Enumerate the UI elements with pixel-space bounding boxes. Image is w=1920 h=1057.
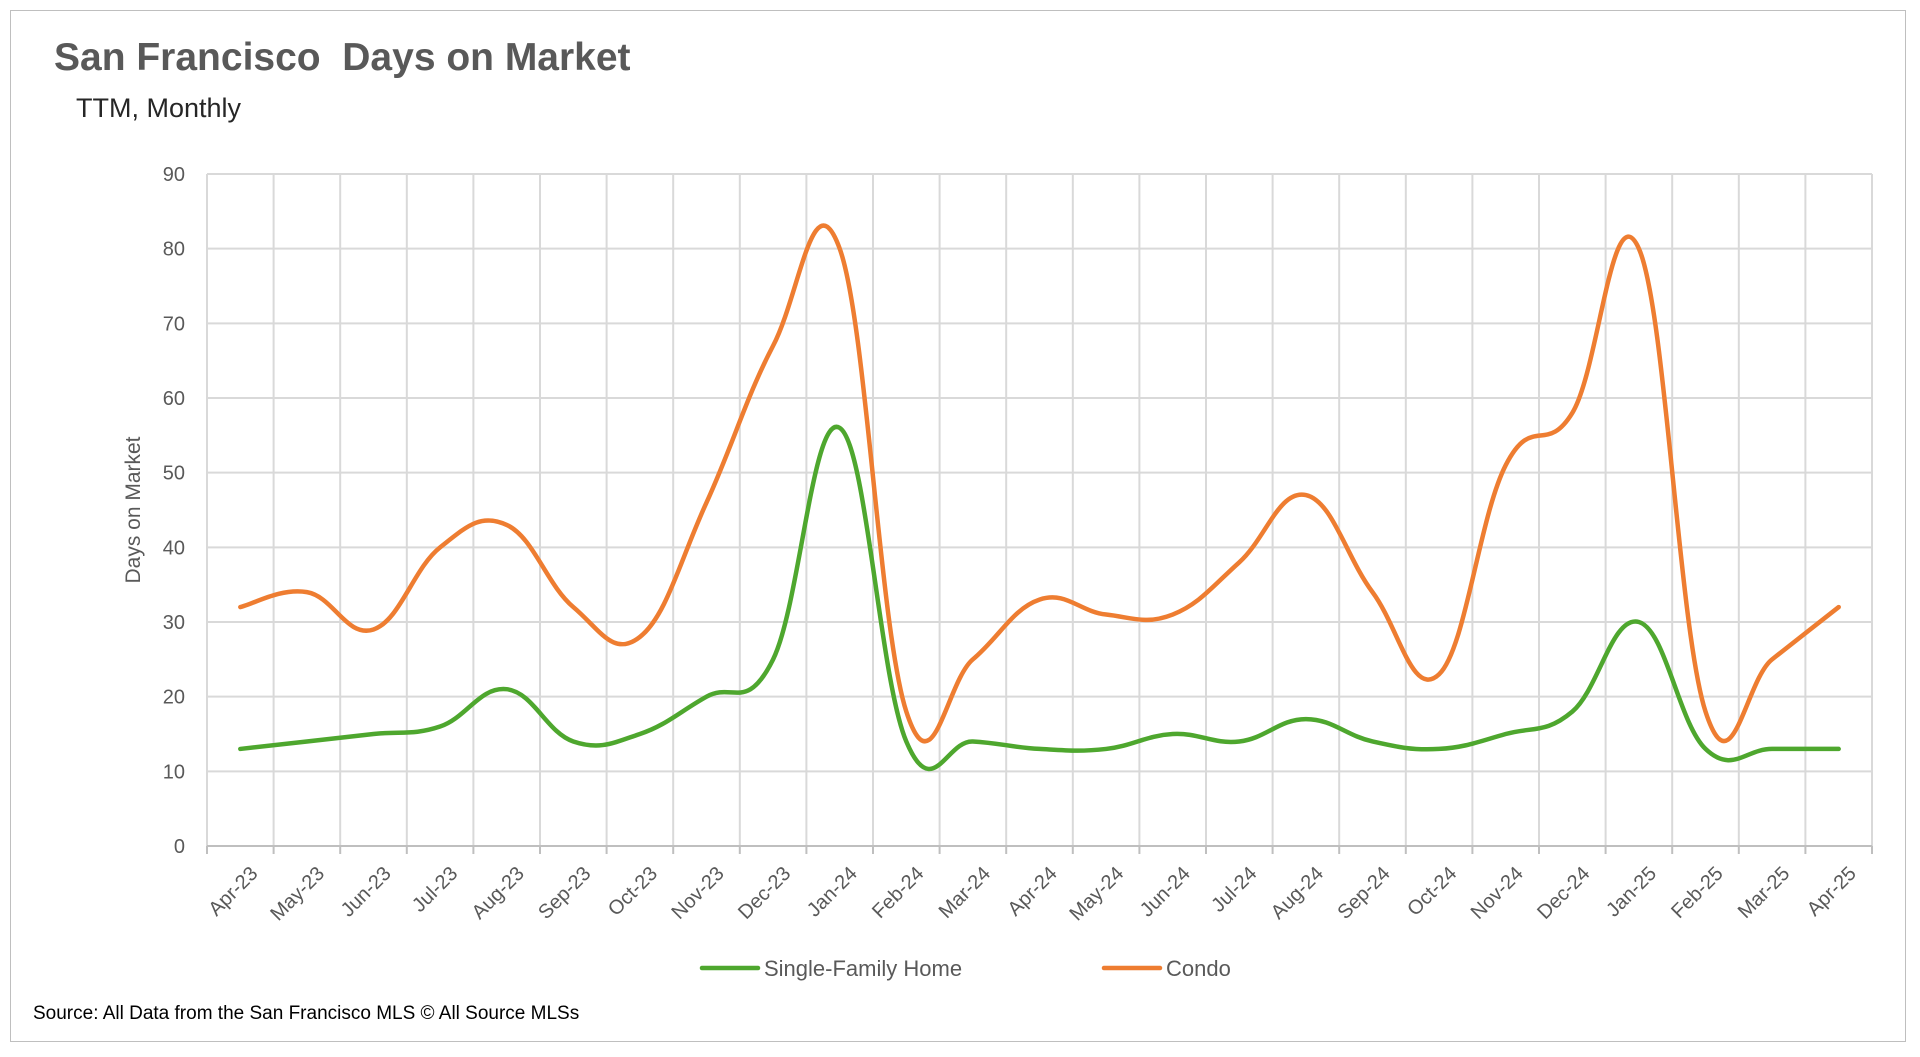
x-tick-label: May-23	[266, 863, 329, 926]
chart-title: San Francisco Days on Market	[54, 36, 631, 79]
x-tick-label: Jan-24	[803, 863, 862, 922]
x-tick-label: Jul-23	[408, 863, 462, 917]
source-note: Source: All Data from the San Francisco …	[33, 1003, 580, 1024]
x-tick-label: Apr-23	[204, 863, 262, 921]
x-tick-label: Jun-24	[1136, 863, 1195, 922]
x-tick-label: Aug-24	[1267, 863, 1328, 924]
x-tick-label: Jul-24	[1207, 863, 1261, 917]
legend-label-condo: Condo	[1166, 956, 1231, 981]
x-tick-label: Dec-24	[1533, 863, 1594, 924]
x-tick-label: Sep-23	[534, 863, 595, 924]
x-tick-label: Sep-24	[1333, 863, 1394, 924]
y-tick-label: 90	[163, 164, 185, 186]
y-tick-label: 40	[163, 537, 185, 559]
chart-subtitle: TTM, Monthly	[76, 93, 242, 123]
x-tick-label: Mar-25	[1734, 863, 1794, 923]
y-tick-label: 30	[163, 612, 185, 634]
x-tick-label: Apr-24	[1004, 863, 1062, 921]
y-tick-label: 10	[163, 761, 185, 783]
x-tick-label: Nov-24	[1467, 863, 1528, 924]
x-tick-label: Oct-24	[1403, 863, 1461, 921]
x-tick-label: Apr-25	[1803, 863, 1861, 921]
legend-label-single-family-home: Single-Family Home	[764, 956, 962, 981]
y-tick-label: 50	[163, 463, 185, 485]
y-axis-title: Days on Market	[122, 436, 145, 583]
x-tick-label: Jun-23	[337, 863, 396, 922]
x-tick-label: Jan-25	[1602, 863, 1661, 922]
x-tick-label: Aug-23	[468, 863, 529, 924]
y-tick-label: 60	[163, 388, 185, 410]
x-tick-label: May-24	[1066, 863, 1129, 926]
x-tick-label: Mar-24	[935, 863, 995, 923]
x-tick-label: Nov-23	[667, 863, 728, 924]
series-line-single-family-home	[238, 424, 1841, 772]
y-tick-label: 0	[174, 836, 185, 858]
y-tick-label: 70	[163, 313, 185, 335]
chart-frame	[10, 10, 1906, 1042]
y-tick-label: 20	[163, 687, 185, 709]
x-tick-label: Feb-25	[1667, 863, 1727, 923]
x-tick-label: Feb-24	[868, 863, 928, 923]
x-tick-label: Oct-23	[604, 863, 662, 921]
x-tick-label: Dec-23	[734, 863, 795, 924]
series-line-condo	[238, 223, 1841, 744]
y-tick-label: 80	[163, 239, 185, 261]
